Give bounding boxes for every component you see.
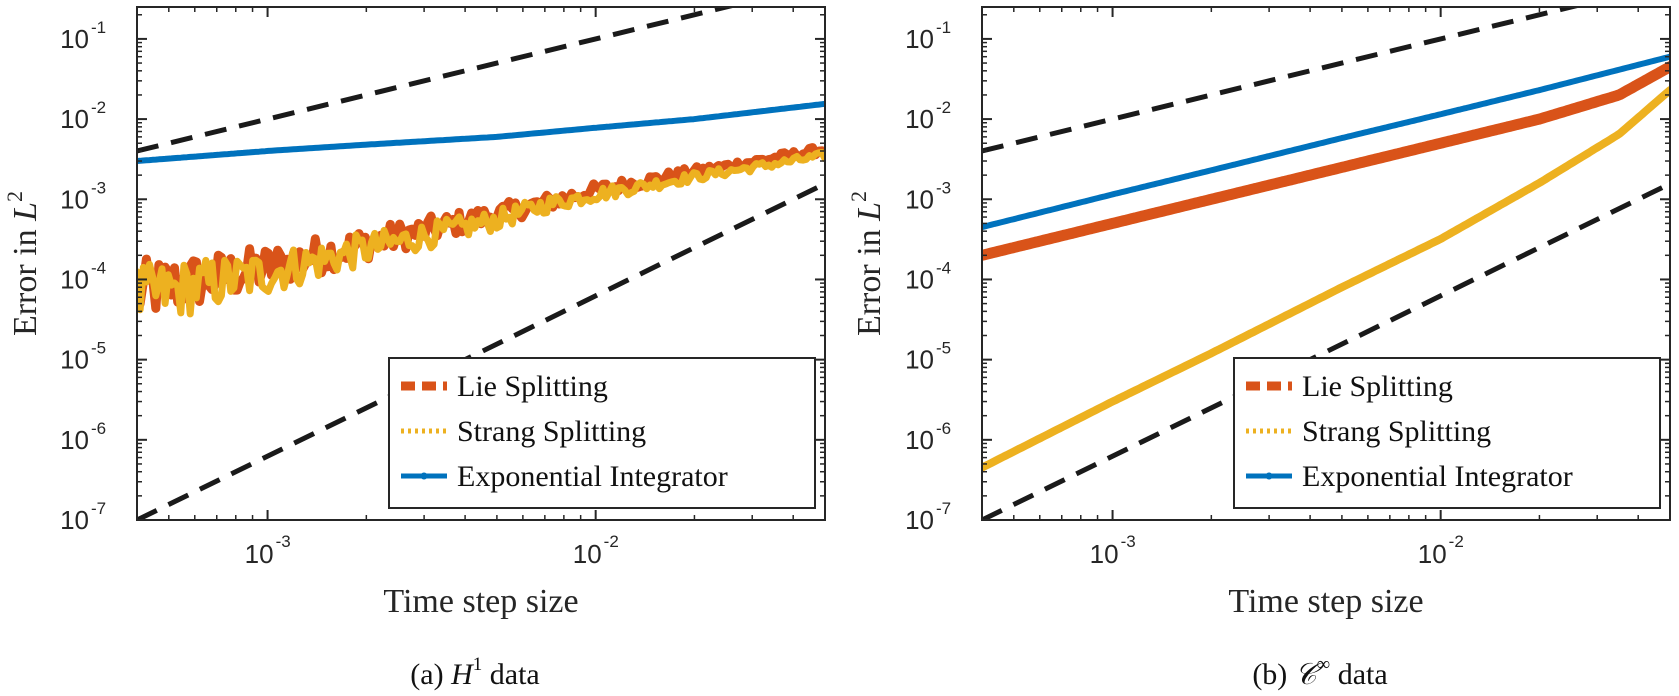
series-line-strang — [137, 149, 825, 318]
svg-text:Error in L2: Error in L2 — [846, 191, 888, 336]
reference-line-order-1 — [137, 7, 737, 154]
x-tick-exponent: -2 — [604, 532, 619, 551]
y-tick-label: 10 — [60, 264, 89, 294]
x-tick-label: 10 — [573, 539, 602, 569]
legend-item-strang: Strang Splitting — [1246, 415, 1491, 448]
legend: Lie Splitting Strang Splitting Exponential… — [1233, 357, 1661, 509]
y-tick-label: 10 — [905, 425, 934, 455]
reference-line-order-2 — [137, 181, 825, 520]
legend-label-exponential: Exponential Integrator — [1302, 460, 1573, 493]
y-tick-label: 10 — [905, 184, 934, 214]
series-line-exponential — [137, 100, 825, 164]
reference-line-order-1 — [982, 7, 1582, 154]
series-lie — [982, 61, 1670, 261]
legend-item-exponential: Exponential Integrator — [401, 460, 728, 493]
legend-label-strang: Strang Splitting — [457, 415, 646, 448]
legend-item-strang: Strang Splitting — [401, 415, 646, 448]
plot-content — [982, 7, 1670, 520]
y-tick-exponent: -7 — [91, 499, 106, 518]
x-axis-label: Time step size — [1228, 583, 1423, 620]
y-tick-exponent: -1 — [91, 18, 106, 37]
y-tick-exponent: -1 — [936, 18, 951, 37]
y-tick-label: 10 — [60, 425, 89, 455]
series-exponential — [982, 53, 1670, 231]
series-strang — [137, 149, 825, 318]
svg-text:Error in L2: Error in L2 — [2, 191, 44, 336]
plot-content — [137, 7, 825, 520]
legend-item-exponential: Exponential Integrator — [1246, 460, 1573, 493]
y-axis-label: Error in L2 — [846, 191, 888, 336]
legend-label-exponential: Exponential Integrator — [457, 460, 728, 493]
panel-a: 10 -710 -610 -510 -410 -310 -210 -110 -3 10 -2Time… — [2, 6, 826, 691]
y-tick-exponent: -3 — [936, 178, 951, 197]
y-tick-label: 10 — [60, 345, 89, 375]
y-tick-exponent: -2 — [936, 98, 951, 117]
y-tick-label: 10 — [905, 104, 934, 134]
y-tick-exponent: -4 — [936, 258, 951, 277]
axes-frame — [981, 6, 1671, 521]
x-tick-exponent: -3 — [1121, 532, 1136, 551]
series-line-strang — [982, 86, 1670, 472]
y-axis-label: Error in L2 — [2, 191, 44, 336]
y-tick-label: 10 — [60, 505, 89, 535]
x-tick-label: 10 — [1090, 539, 1119, 569]
series-line-exponential — [982, 53, 1670, 231]
y-tick-label: 10 — [60, 104, 89, 134]
y-tick-exponent: -6 — [936, 419, 951, 438]
y-tick-label: 10 — [60, 24, 89, 54]
y-tick-exponent: -5 — [91, 339, 106, 358]
legend-label-lie: Lie Splitting — [1302, 370, 1453, 403]
panel-caption: (a) H1 data — [410, 654, 539, 691]
y-tick-label: 10 — [905, 24, 934, 54]
legend-label-strang: Strang Splitting — [1302, 415, 1491, 448]
y-tick-label: 10 — [905, 345, 934, 375]
y-tick-exponent: -5 — [936, 339, 951, 358]
y-tick-label: 10 — [905, 505, 934, 535]
x-tick-label: 10 — [245, 539, 274, 569]
legend-box — [388, 357, 816, 509]
y-tick-exponent: -4 — [91, 258, 106, 277]
legend-box — [1233, 357, 1661, 509]
series-strang — [982, 86, 1670, 472]
y-tick-label: 10 — [905, 264, 934, 294]
panel-caption: (b) 𝒞∞ data — [1252, 654, 1387, 691]
series-line-lie — [982, 61, 1670, 261]
x-tick-exponent: -3 — [276, 532, 291, 551]
x-axis-label: Time step size — [383, 583, 578, 620]
y-tick-label: 10 — [60, 184, 89, 214]
y-tick-exponent: -7 — [936, 499, 951, 518]
x-tick-label: 10 — [1418, 539, 1447, 569]
y-tick-exponent: -2 — [91, 98, 106, 117]
x-tick-exponent: -2 — [1449, 532, 1464, 551]
legend-label-lie: Lie Splitting — [457, 370, 608, 403]
panel-b: 10 -710 -610 -510 -410 -310 -210 -110 -3 10 -2Time… — [846, 6, 1671, 691]
series-exponential — [137, 100, 825, 164]
legend-item-lie: Lie Splitting — [401, 370, 608, 403]
reference-line-order-2 — [982, 181, 1670, 520]
axes-frame — [136, 6, 826, 521]
legend-item-lie: Lie Splitting — [1246, 370, 1453, 403]
legend: Lie Splitting Strang Splitting Exponential… — [388, 357, 816, 509]
y-tick-exponent: -3 — [91, 178, 106, 197]
y-tick-exponent: -6 — [91, 419, 106, 438]
